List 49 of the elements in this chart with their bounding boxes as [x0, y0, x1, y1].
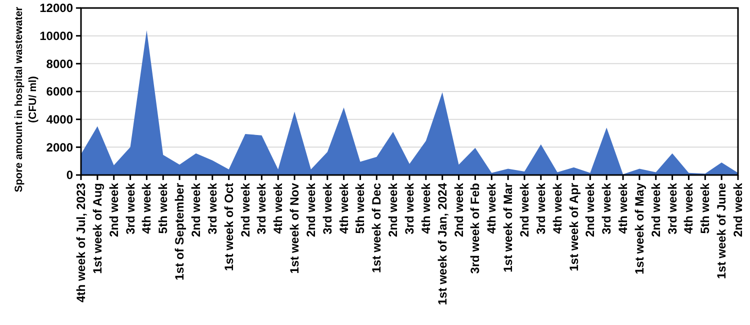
y-tick-label: 8000 [46, 56, 74, 71]
x-tick-label: 4th week of Jul, 2023 [74, 182, 88, 302]
x-tick-label: 3rd week [254, 182, 269, 234]
x-tick-label: 4th week [616, 182, 630, 234]
x-tick-label: 4th week [682, 182, 696, 234]
x-tick-label: 2nd week [304, 182, 318, 238]
x-tick-label: 1st week of Apr [566, 182, 581, 272]
x-tick-label: 2nd week [583, 182, 598, 238]
y-tick-label: 4000 [46, 112, 74, 127]
x-tick-label: 5th week [156, 182, 170, 234]
y-axis-title: Spore amount in hospital wastewater (CFU/ ml) [13, 6, 39, 192]
x-tick-label: 4th week [336, 182, 351, 234]
x-tick-label: 3rd week of Feb [468, 183, 482, 274]
x-tick-label: 3rd week [600, 182, 614, 234]
x-tick-label: 4th week [550, 182, 564, 234]
x-tick-label: 3rd week [205, 182, 220, 234]
x-tick-label: 4th week [271, 182, 286, 234]
x-tick-label: 1st week of Mar [501, 182, 516, 272]
y-tick-label: 12000 [40, 1, 74, 16]
y-tick-label: 6000 [46, 84, 74, 99]
x-tick-label: 5th week [698, 182, 712, 234]
y-tick-label: 10000 [40, 29, 74, 44]
x-tick-label: 2nd week [731, 182, 745, 238]
x-tick-label: 3rd week [534, 182, 548, 234]
x-tick-label: 1st of September [172, 182, 187, 280]
x-tick-label: 3rd week [320, 182, 334, 234]
x-tick-label: 1st week of Aug [90, 183, 104, 274]
x-tick-label: 4th week [418, 182, 433, 234]
x-tick-label: 1st week of Dec [370, 182, 384, 274]
x-tick-label: 1st week of Nov [288, 182, 302, 274]
x-tick-label: 2nd week [648, 182, 663, 238]
x-tick-label: 2nd week [238, 182, 252, 238]
x-tick-label: 2nd week [106, 182, 121, 238]
x-tick-label: 3rd week [665, 182, 680, 234]
x-tick-label: 3rd week [123, 182, 138, 234]
x-tick-label: 1st week of May [632, 182, 646, 274]
y-tick-label: 2000 [46, 140, 74, 154]
x-tick-label: 2nd week [452, 182, 466, 238]
x-tick-label: 2nd week [517, 182, 532, 238]
x-tick-label: 1st week of June [714, 182, 729, 280]
x-tick-label: 1st week of Jan, 2024 [435, 182, 450, 306]
x-tick-label: 1st week of Oct [222, 182, 236, 272]
x-tick-label: 3rd week [402, 182, 416, 234]
y-tick-label: 0 [66, 168, 74, 182]
x-tick-label: 4th week [484, 182, 499, 234]
x-tick-label: 2nd week [386, 182, 400, 238]
x-tick-label: 4th week [140, 182, 154, 234]
x-tick-label: 2nd week [188, 182, 203, 238]
x-tick-label: 5th week [353, 182, 368, 234]
